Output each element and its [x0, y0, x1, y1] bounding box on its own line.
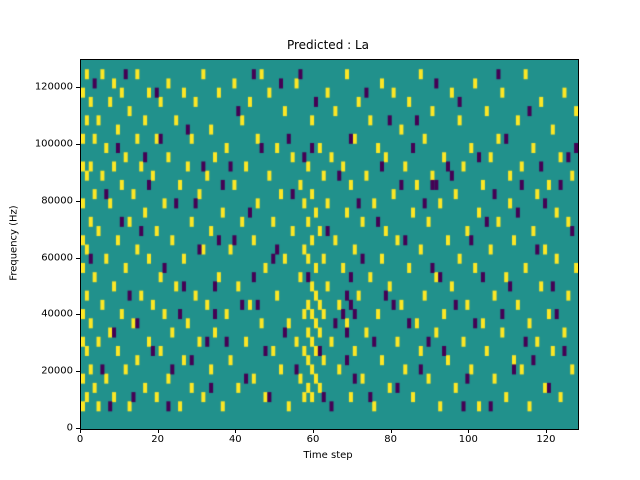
x-tick-mark	[235, 429, 237, 433]
x-tick-mark	[80, 429, 81, 433]
x-tick-label: 40	[228, 434, 242, 445]
x-tick-mark	[468, 429, 470, 433]
y-tick-label: 60000	[41, 252, 73, 264]
y-tick-label: 40000	[41, 308, 73, 320]
x-tick-mark	[545, 429, 547, 433]
y-axis-label: Frequency (Hz)	[8, 205, 20, 281]
y-tick-mark	[76, 257, 80, 259]
plot-area	[80, 59, 579, 430]
x-tick-label: 80	[384, 434, 397, 445]
y-tick-label: 80000	[41, 195, 73, 207]
y-tick-mark	[76, 428, 80, 429]
x-tick-mark	[312, 429, 314, 433]
x-axis-label: Time step	[303, 450, 353, 461]
y-tick-mark	[76, 144, 80, 146]
x-tick-label: 20	[151, 434, 165, 445]
y-tick-mark	[76, 87, 80, 89]
x-tick-mark	[157, 429, 159, 433]
y-tick-mark	[76, 371, 80, 373]
x-tick-label: 120	[536, 434, 556, 445]
heatmap-canvas	[81, 60, 578, 429]
y-tick-label: 0	[66, 422, 73, 434]
y-tick-label: 20000	[41, 365, 73, 377]
x-tick-label: 0	[76, 434, 84, 445]
y-tick-label: 120000	[34, 81, 73, 93]
x-tick-label: 60	[306, 434, 320, 445]
x-tick-label: 100	[458, 434, 478, 445]
plot-title: Predicted : La	[286, 38, 370, 52]
y-tick-label: 100000	[34, 138, 73, 150]
y-tick-mark	[76, 314, 80, 316]
y-tick-mark	[76, 200, 80, 202]
x-tick-mark	[390, 429, 392, 433]
